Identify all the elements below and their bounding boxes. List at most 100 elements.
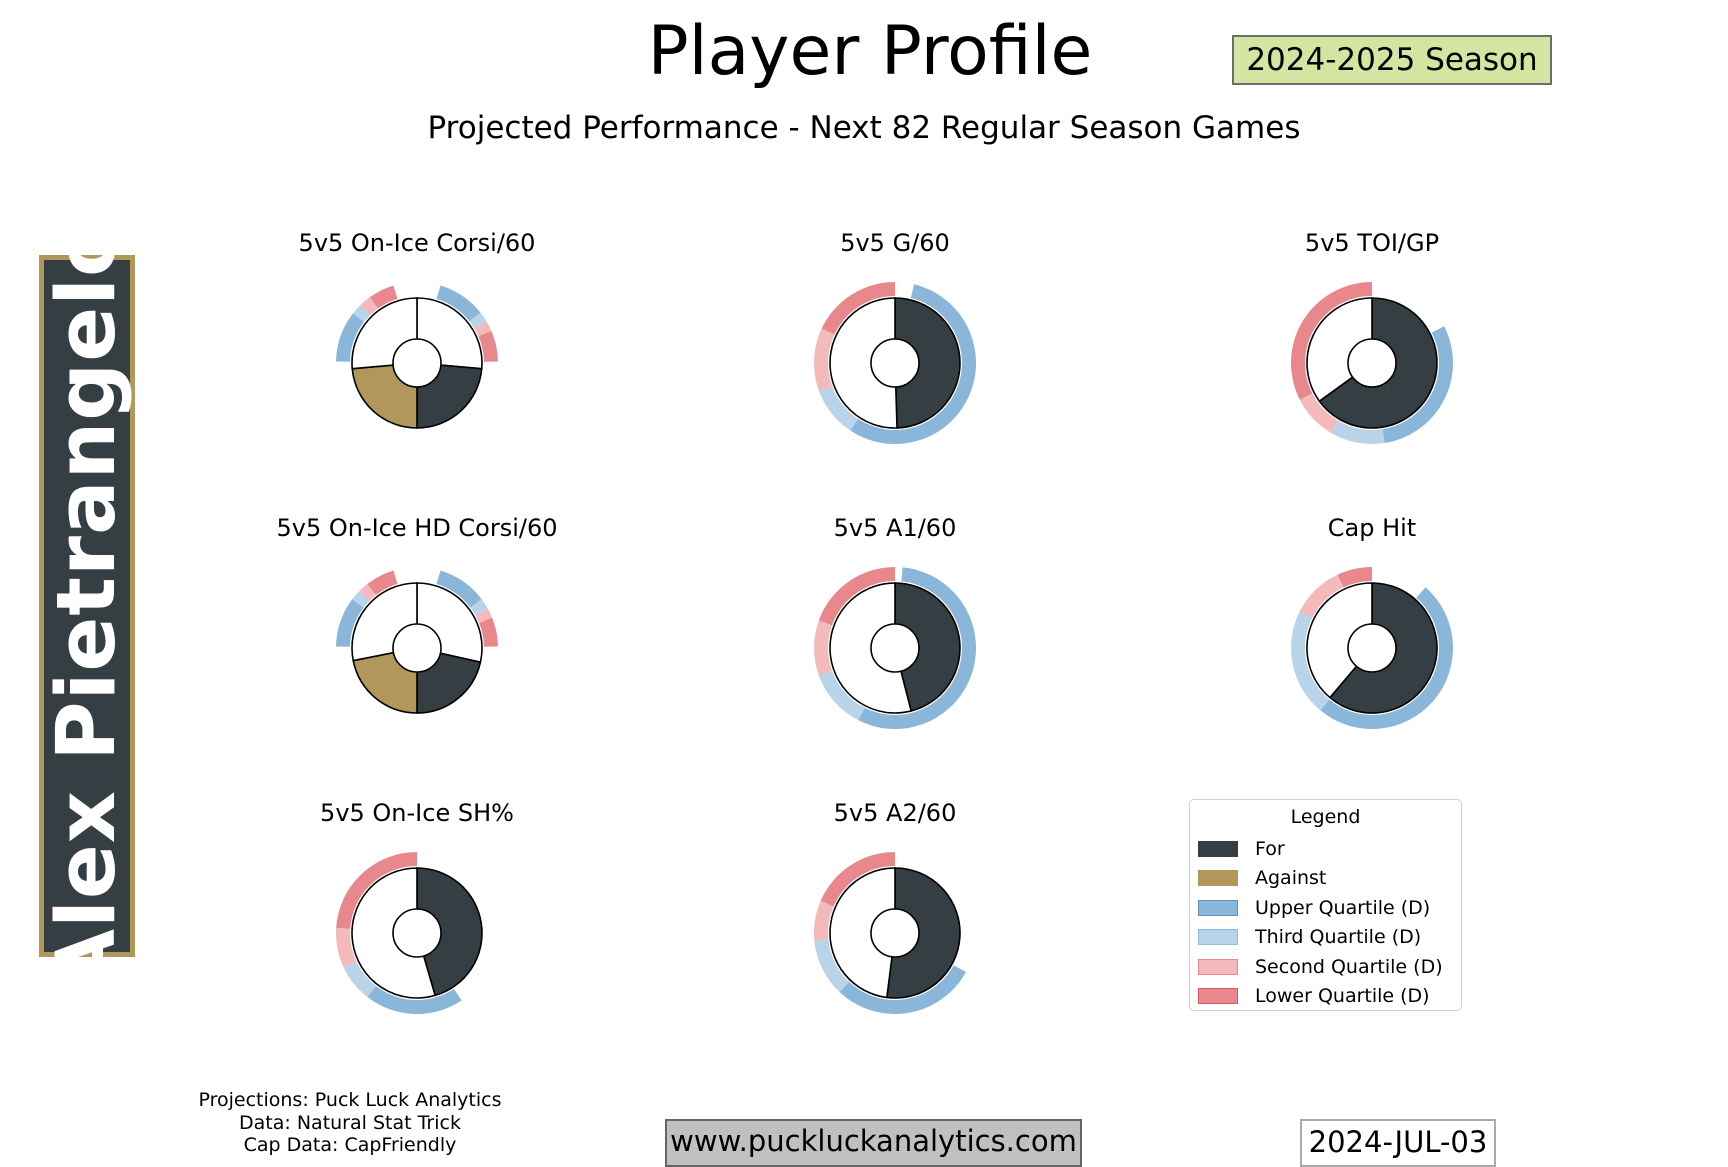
donut-chart: 5v5 A1/60 [813, 514, 977, 729]
legend-swatch-third-quartile [1198, 929, 1238, 945]
band-lower-quartile-arc [1337, 567, 1372, 588]
credit-line: Cap Data: CapFriendly [243, 1134, 457, 1156]
legend-label: Against [1255, 867, 1327, 889]
panel-title: 5v5 On-Ice Corsi/60 [299, 229, 536, 257]
remainder-slice [829, 297, 898, 429]
legend-swatch-second-quartile [1198, 959, 1238, 975]
panel-title: 5v5 G/60 [840, 229, 950, 257]
legend-item-second-quartile: Second Quartile (D) [1198, 955, 1443, 979]
panel-title: Cap Hit [1328, 514, 1416, 542]
donut-chart: 5v5 TOI/GP [1291, 229, 1453, 444]
band-upper-quartile-arc [367, 985, 462, 1014]
donut-hole [870, 908, 920, 958]
band-third-quartile-arc [1330, 420, 1385, 444]
donut-chart: 5v5 G/60 [814, 229, 977, 444]
band-lower-quartile-arc [336, 852, 417, 929]
legend-title: Legend [1290, 806, 1361, 828]
band-lower-quartile-arc [818, 567, 895, 626]
band-upper-quartile-arc [850, 284, 977, 444]
player-name-banner [39, 255, 135, 957]
legend-label: Third Quartile (D) [1255, 926, 1422, 948]
against-band-lower-quartile-arc [367, 570, 398, 596]
against-band-upper-quartile-arc [336, 599, 364, 647]
panel-title: 5v5 On-Ice SH% [320, 799, 514, 827]
for-band-third-quartile-arc [470, 599, 488, 616]
for-slice [416, 867, 483, 997]
donut-hole [870, 338, 920, 388]
donut-chart: Cap Hit [1291, 514, 1454, 730]
credit-line: Projections: Puck Luck Analytics [198, 1089, 502, 1111]
band-second-quartile-arc [336, 927, 357, 968]
donut-hole [392, 623, 442, 673]
donut-hole [1347, 338, 1397, 388]
website-link[interactable]: www.puckluckanalytics.com [665, 1119, 1082, 1167]
donut-hole [1347, 623, 1397, 673]
legend: Legend For Against Upper Quartile (D) Th… [1189, 799, 1462, 1011]
data-credits: Projections: Puck Luck Analytics Data: N… [150, 1089, 550, 1157]
against-band-second-quartile-arc [360, 297, 378, 316]
remainder-slice [1306, 297, 1373, 403]
donut-chart: 5v5 On-Ice HD Corsi/60 [276, 514, 558, 714]
legend-swatch-for [1198, 841, 1238, 857]
season-badge: 2024-2025 Season [1232, 35, 1552, 85]
band-second-quartile-arc [814, 328, 835, 392]
band-lower-quartile-arc [1291, 282, 1372, 400]
band-second-quartile-arc [814, 900, 834, 941]
remainder-slice [829, 867, 896, 999]
for-band-upper-quartile-arc [436, 570, 482, 608]
page-title: Player Profile [647, 12, 1093, 91]
band-third-quartile-arc [1291, 611, 1330, 711]
legend-swatch-upper-quartile [1198, 900, 1238, 916]
donut-chart: 5v5 On-Ice SH% [320, 799, 514, 1014]
band-second-quartile-arc [1299, 574, 1344, 618]
band-third-quartile-arc [819, 386, 859, 431]
for-band-lower-quartile-arc [478, 330, 498, 362]
donut-hole [392, 908, 442, 958]
band-lower-quartile-arc [820, 852, 895, 907]
donut-hole [870, 623, 920, 673]
legend-swatch-against [1198, 870, 1238, 886]
panel-title: 5v5 A2/60 [834, 799, 957, 827]
for-slice [885, 867, 961, 999]
credit-line: Data: Natural Stat Trick [239, 1111, 461, 1134]
band-upper-quartile-arc [839, 965, 966, 1014]
panel-title: 5v5 A1/60 [834, 514, 957, 542]
band-upper-quartile-arc [1382, 326, 1453, 444]
legend-item-upper-quartile: Upper Quartile (D) [1198, 896, 1430, 920]
date-badge: 2024-JUL-03 [1300, 1119, 1496, 1167]
donut-chart: 5v5 On-Ice Corsi/60 [299, 229, 536, 429]
against-band-third-quartile-arc [352, 591, 370, 608]
legend-swatch-lower-quartile [1198, 988, 1238, 1004]
band-third-quartile-arc [818, 670, 865, 721]
for-band-second-quartile-arc [474, 320, 492, 337]
legend-item-third-quartile: Third Quartile (D) [1198, 925, 1421, 949]
band-upper-quartile-arc [858, 567, 977, 729]
panel-title: 5v5 On-Ice HD Corsi/60 [276, 514, 557, 542]
legend-label: Upper Quartile (D) [1255, 897, 1431, 919]
remainder-slice [1306, 582, 1373, 699]
for-band-upper-quartile-arc [436, 285, 481, 322]
legend-item-lower-quartile: Lower Quartile (D) [1198, 984, 1430, 1008]
legend-item-against: Against [1198, 866, 1326, 890]
legend-label: Lower Quartile (D) [1255, 985, 1430, 1007]
against-band-second-quartile-arc [359, 583, 376, 602]
band-third-quartile-arc [343, 961, 376, 998]
for-slice [894, 297, 961, 429]
band-third-quartile-arc [814, 939, 850, 993]
band-second-quartile-arc [1299, 393, 1338, 433]
legend-label: Second Quartile (D) [1255, 956, 1443, 978]
legend-label: For [1255, 838, 1285, 860]
for-band-lower-quartile-arc [479, 617, 498, 647]
against-band-upper-quartile-arc [336, 313, 365, 362]
page-subtitle: Projected Performance - Next 82 Regular … [427, 110, 1301, 146]
for-band-second-quartile-arc [475, 608, 493, 623]
donut-chart: 5v5 A2/60 [814, 799, 966, 1014]
panel-title: 5v5 TOI/GP [1305, 229, 1439, 257]
for-slice [894, 582, 961, 712]
band-lower-quartile-arc [821, 282, 895, 335]
band-upper-quartile-arc [1320, 587, 1454, 730]
for-band-third-quartile-arc [469, 312, 487, 329]
against-band-lower-quartile-arc [369, 285, 398, 309]
band-second-quartile-arc [813, 620, 832, 676]
